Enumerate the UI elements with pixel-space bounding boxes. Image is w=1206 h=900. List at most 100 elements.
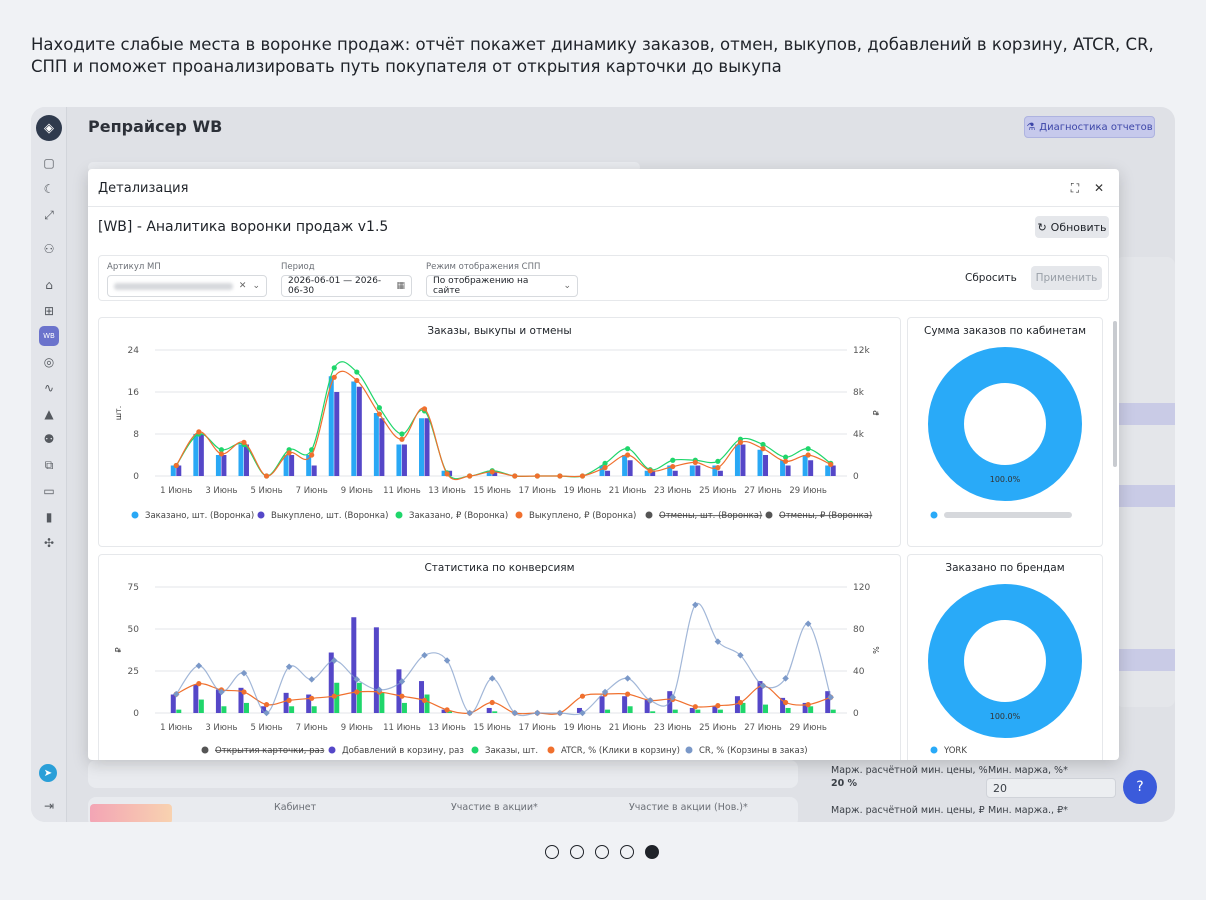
fullscreen-icon[interactable]: ⛶ [1070, 180, 1080, 195]
series-point [330, 657, 338, 664]
diagnostics-button[interactable]: ⚗ Диагностика отчетов [1024, 116, 1155, 138]
users-icon[interactable]: ⚉ [43, 432, 55, 446]
series-point [489, 469, 495, 475]
bar [712, 465, 718, 476]
series-point [331, 693, 337, 699]
app-sidebar: ◈ ▢ ☾ ⤢ ⚇ ⌂ ⊞ WB ◎ ∿ ▲ ⚉ ⧉ ▭ ▮ ✣ ➤ ⇥ [31, 107, 67, 822]
logout-icon[interactable]: ⇥ [43, 799, 55, 813]
series-point [625, 691, 631, 697]
help-button[interactable]: ? [1123, 770, 1157, 804]
x-tick-label: 25 Июнь [699, 486, 737, 496]
layout-icon[interactable]: ⊞ [43, 304, 55, 318]
clear-icon[interactable]: ✕ [238, 281, 247, 291]
spp-select[interactable]: По отображению на сайте ⌄ [426, 275, 578, 297]
bar [740, 444, 746, 476]
x-tick-label: 11 Июнь [383, 486, 421, 496]
series-point [467, 473, 473, 479]
y2-tick-label: 8k [853, 388, 865, 398]
x-tick-label: 9 Июнь [341, 486, 373, 496]
x-tick-label: 29 Июнь [789, 723, 827, 733]
series-point [512, 473, 518, 479]
series-point [488, 675, 496, 682]
series-point [241, 439, 247, 445]
series-point [286, 450, 292, 456]
series-point [737, 699, 744, 706]
copy-icon[interactable]: ⧉ [44, 457, 54, 472]
bar [289, 455, 295, 476]
bar [401, 702, 407, 713]
spp-label: Режим отображения СПП [426, 262, 541, 272]
x-tick-label: 23 Июнь [654, 486, 692, 496]
bg-value: 20 % [831, 778, 858, 789]
bar [215, 689, 221, 713]
brand-pie-chart: 100.0% YORK [928, 584, 1082, 756]
y2-tick-label: 0 [853, 472, 859, 482]
legend-label: Открытия карточки, раз [215, 746, 325, 756]
bar-chart-icon[interactable]: ▮ [45, 510, 53, 524]
series-point [692, 704, 698, 710]
bar [808, 706, 814, 713]
bar [221, 706, 227, 713]
scrollbar[interactable] [1113, 321, 1117, 467]
x-tick-label: 17 Июнь [519, 486, 557, 496]
series-point [331, 374, 337, 380]
bar [334, 392, 340, 476]
y2-axis-label: ₽ [872, 410, 881, 415]
close-icon[interactable]: ✕ [1093, 181, 1105, 195]
bar [328, 376, 334, 476]
wb-icon[interactable]: WB [39, 326, 59, 346]
pagination-dot[interactable] [545, 845, 559, 859]
series-point [421, 651, 428, 659]
user-settings-icon[interactable]: ⚇ [43, 242, 55, 256]
series-point [557, 473, 563, 479]
series-point [218, 688, 225, 696]
bar [170, 465, 176, 476]
pagination-dot[interactable] [645, 845, 659, 859]
min-marj-input[interactable]: 20 [986, 778, 1116, 798]
expand-icon[interactable]: ⤢ [44, 207, 54, 222]
coins-icon[interactable]: ◎ [43, 355, 55, 369]
chart-line-icon[interactable]: ∿ [43, 381, 55, 395]
pagination-dot[interactable] [595, 845, 609, 859]
apply-button[interactable]: Применить [1031, 266, 1102, 290]
x-tick-label: 11 Июнь [383, 723, 421, 733]
moon-icon[interactable]: ☾ [43, 182, 55, 196]
legend-marker [131, 511, 139, 519]
y2-tick-label: 4k [853, 430, 865, 440]
pagination-dot[interactable] [620, 845, 634, 859]
series-point [173, 462, 179, 469]
bar [283, 692, 289, 713]
telegram-icon[interactable]: ➤ [39, 764, 57, 782]
y2-tick-label: 120 [853, 583, 870, 593]
modal-header: Детализация ⛶ ✕ [88, 169, 1119, 207]
clipboard-icon[interactable]: ▭ [43, 484, 55, 498]
period-label: Период [281, 262, 315, 272]
article-select[interactable]: ✕ ⌄ [107, 275, 267, 297]
series-point [646, 697, 654, 704]
series-point [579, 473, 586, 479]
bar [757, 449, 763, 476]
logo-icon[interactable]: ◈ [36, 115, 62, 141]
series-point [670, 463, 676, 470]
bar [379, 418, 385, 476]
cabinet-pie-panel: Сумма заказов по кабинетам 100.0% [907, 317, 1103, 547]
bar [238, 444, 244, 476]
period-input[interactable]: 2026-06-01 — 2026-06-30 ▦ [281, 275, 412, 297]
bar [243, 702, 249, 713]
satellite-icon[interactable]: ✣ [43, 536, 55, 550]
home-icon[interactable]: ⌂ [45, 278, 53, 292]
series-point [556, 709, 564, 717]
reset-button[interactable]: Сбросить [965, 272, 1017, 284]
bar [622, 696, 628, 713]
graduation-icon[interactable]: ▲ [44, 407, 54, 421]
legend-label-hidden [944, 512, 1072, 518]
chart-title: Заказы, выкупы и отмены [427, 325, 572, 337]
pagination-dot[interactable] [570, 845, 584, 859]
series-point [331, 365, 337, 371]
bar [441, 470, 447, 476]
series-line [175, 370, 831, 481]
chat-icon[interactable]: ▢ [43, 156, 55, 170]
series-point [782, 699, 789, 706]
series-point [737, 651, 744, 659]
refresh-button[interactable]: ↻ Обновить [1035, 216, 1109, 238]
